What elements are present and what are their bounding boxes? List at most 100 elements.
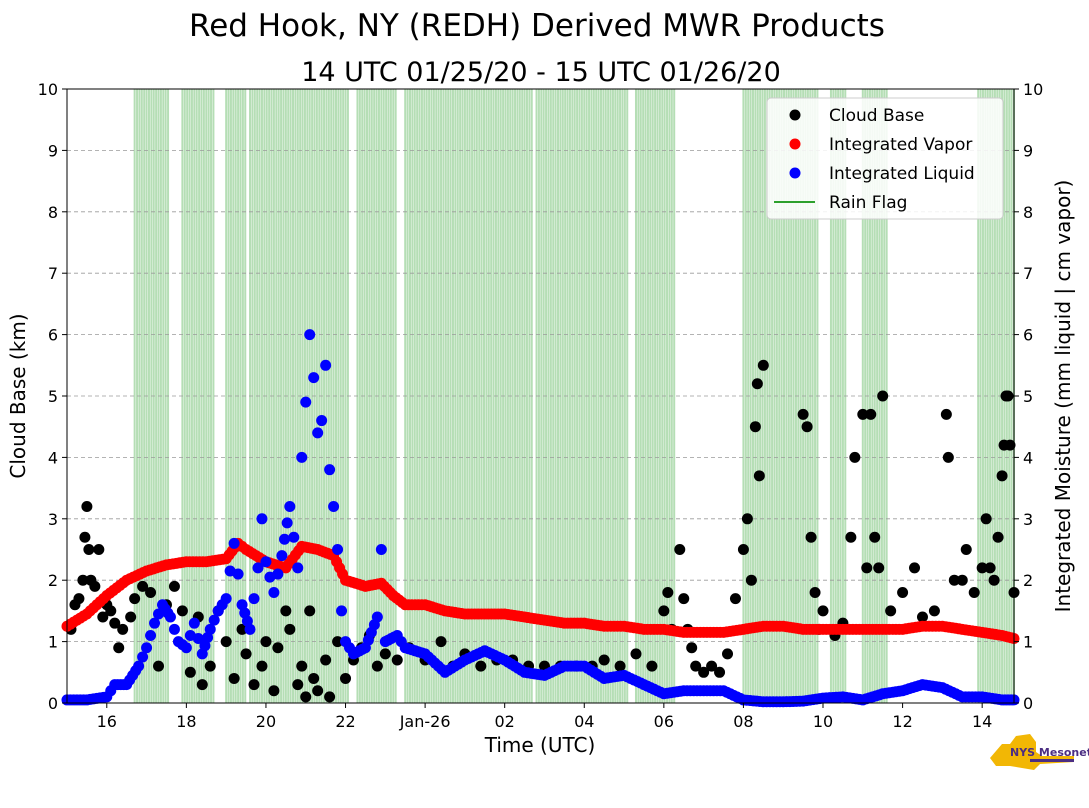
cloud-base-point bbox=[145, 586, 157, 598]
cloud-base-point bbox=[220, 636, 232, 648]
liquid-point bbox=[276, 550, 288, 562]
cloud-base-point bbox=[184, 666, 196, 678]
liquid-point bbox=[192, 633, 204, 645]
x-tick-label: 08 bbox=[733, 712, 753, 731]
liquid-point bbox=[141, 642, 153, 654]
logo-underline bbox=[1030, 759, 1074, 762]
liquid-point bbox=[168, 623, 180, 635]
cloud-base-point bbox=[980, 513, 992, 525]
legend-marker-liquid bbox=[789, 167, 801, 179]
liquid-point bbox=[296, 451, 308, 463]
cloud-base-point bbox=[79, 531, 91, 543]
y-tick-label-right: 9 bbox=[1023, 141, 1033, 160]
cloud-base-point bbox=[674, 544, 686, 555]
cloud-base-point bbox=[698, 666, 710, 678]
liquid-point bbox=[252, 562, 264, 574]
liquid-point bbox=[371, 611, 383, 623]
cloud-base-point bbox=[916, 611, 928, 623]
liquid-point bbox=[304, 329, 316, 341]
x-tick-label: 18 bbox=[176, 712, 196, 731]
y-tick-label-right: 0 bbox=[1023, 694, 1033, 713]
cloud-base-point bbox=[117, 623, 129, 635]
legend-box bbox=[766, 97, 1004, 220]
cloud-base-point bbox=[805, 531, 817, 543]
cloud-base-point bbox=[89, 580, 101, 592]
y-tick-label-left: 10 bbox=[38, 80, 58, 99]
cloud-base-point bbox=[300, 691, 312, 703]
legend-label-liquid: Integrated Liquid bbox=[829, 164, 975, 184]
y-tick-label-right: 10 bbox=[1023, 80, 1043, 99]
cloud-base-point bbox=[308, 672, 320, 684]
legend-marker-vapor bbox=[789, 138, 801, 150]
cloud-base-point bbox=[614, 660, 626, 672]
cloud-base-point bbox=[332, 636, 344, 648]
cloud-base-point bbox=[81, 501, 93, 513]
liquid-point bbox=[244, 623, 256, 635]
cloud-base-point bbox=[706, 660, 718, 672]
x-tick-label: Jan-26 bbox=[399, 712, 451, 731]
liquid-point bbox=[268, 586, 280, 598]
liquid-point bbox=[180, 642, 192, 654]
cloud-base-point bbox=[801, 421, 813, 433]
nys-mesonet-logo: NYS Mesonet bbox=[990, 734, 1089, 770]
liquid-point bbox=[204, 623, 216, 635]
liquid-point bbox=[288, 531, 300, 543]
liquid-point bbox=[256, 513, 268, 525]
x-tick-label: 04 bbox=[574, 712, 594, 731]
liquid-point bbox=[312, 427, 324, 439]
cloud-base-point bbox=[248, 679, 260, 691]
cloud-base-point bbox=[996, 470, 1008, 482]
cloud-base-point bbox=[885, 605, 897, 617]
y-tick-label-left: 1 bbox=[48, 633, 58, 652]
cloud-base-point bbox=[714, 666, 726, 678]
cloud-base-point bbox=[284, 623, 296, 635]
cloud-base-point bbox=[809, 586, 821, 598]
cloud-base-point bbox=[268, 685, 280, 697]
cloud-base-point bbox=[646, 660, 658, 672]
left-y-axis: 0 1 2 3 4 5 6 7 8 9 10 bbox=[38, 80, 67, 713]
cloud-base-point bbox=[340, 672, 352, 684]
liquid-point bbox=[316, 415, 328, 427]
cloud-base-point bbox=[240, 648, 252, 660]
cloud-base-point bbox=[877, 390, 889, 402]
y-tick-label-right: 6 bbox=[1023, 326, 1033, 345]
legend: Cloud Base Integrated Vapor Integrated Liq… bbox=[766, 97, 1004, 220]
cloud-base-point bbox=[722, 648, 734, 660]
liquid-point bbox=[300, 396, 312, 408]
y-tick-label-left: 2 bbox=[48, 571, 58, 590]
cloud-base-point bbox=[849, 451, 861, 463]
cloud-base-point bbox=[83, 544, 95, 555]
cloud-base-point bbox=[749, 421, 761, 433]
y-tick-label-right: 3 bbox=[1023, 510, 1033, 529]
cloud-base-point bbox=[105, 605, 117, 617]
cloud-base-point bbox=[260, 636, 272, 648]
x-axis-label: Time (UTC) bbox=[484, 733, 596, 757]
liquid-point bbox=[208, 614, 220, 626]
liquid-point bbox=[284, 501, 296, 513]
cloud-base-point bbox=[662, 586, 674, 598]
liquid-point bbox=[328, 501, 340, 513]
liquid-point bbox=[281, 517, 293, 529]
cloud-base-point bbox=[324, 691, 336, 703]
integrated-vapor-series bbox=[61, 537, 1020, 645]
cloud-base-point bbox=[371, 660, 383, 672]
liquid-point bbox=[320, 359, 332, 371]
y-tick-label-left: 6 bbox=[48, 326, 58, 345]
cloud-base-point bbox=[196, 679, 208, 691]
legend-label-cloud_base: Cloud Base bbox=[829, 106, 924, 126]
cloud-base-point bbox=[869, 531, 881, 543]
cloud-base-point bbox=[757, 359, 769, 371]
liquid-point bbox=[133, 660, 145, 672]
y-tick-label-right: 2 bbox=[1023, 571, 1033, 590]
y-tick-label-right: 1 bbox=[1023, 633, 1033, 652]
cloud-base-point bbox=[391, 654, 403, 666]
legend-marker-cloud_base bbox=[789, 109, 801, 121]
liquid-point bbox=[292, 562, 304, 574]
x-tick-label: 02 bbox=[495, 712, 515, 731]
liquid-point bbox=[336, 605, 348, 617]
cloud-base-point bbox=[942, 451, 954, 463]
cloud-base-point bbox=[873, 562, 885, 574]
cloud-base-point bbox=[129, 593, 141, 605]
cloud-base-point bbox=[992, 531, 1004, 543]
cloud-base-point bbox=[630, 648, 642, 660]
